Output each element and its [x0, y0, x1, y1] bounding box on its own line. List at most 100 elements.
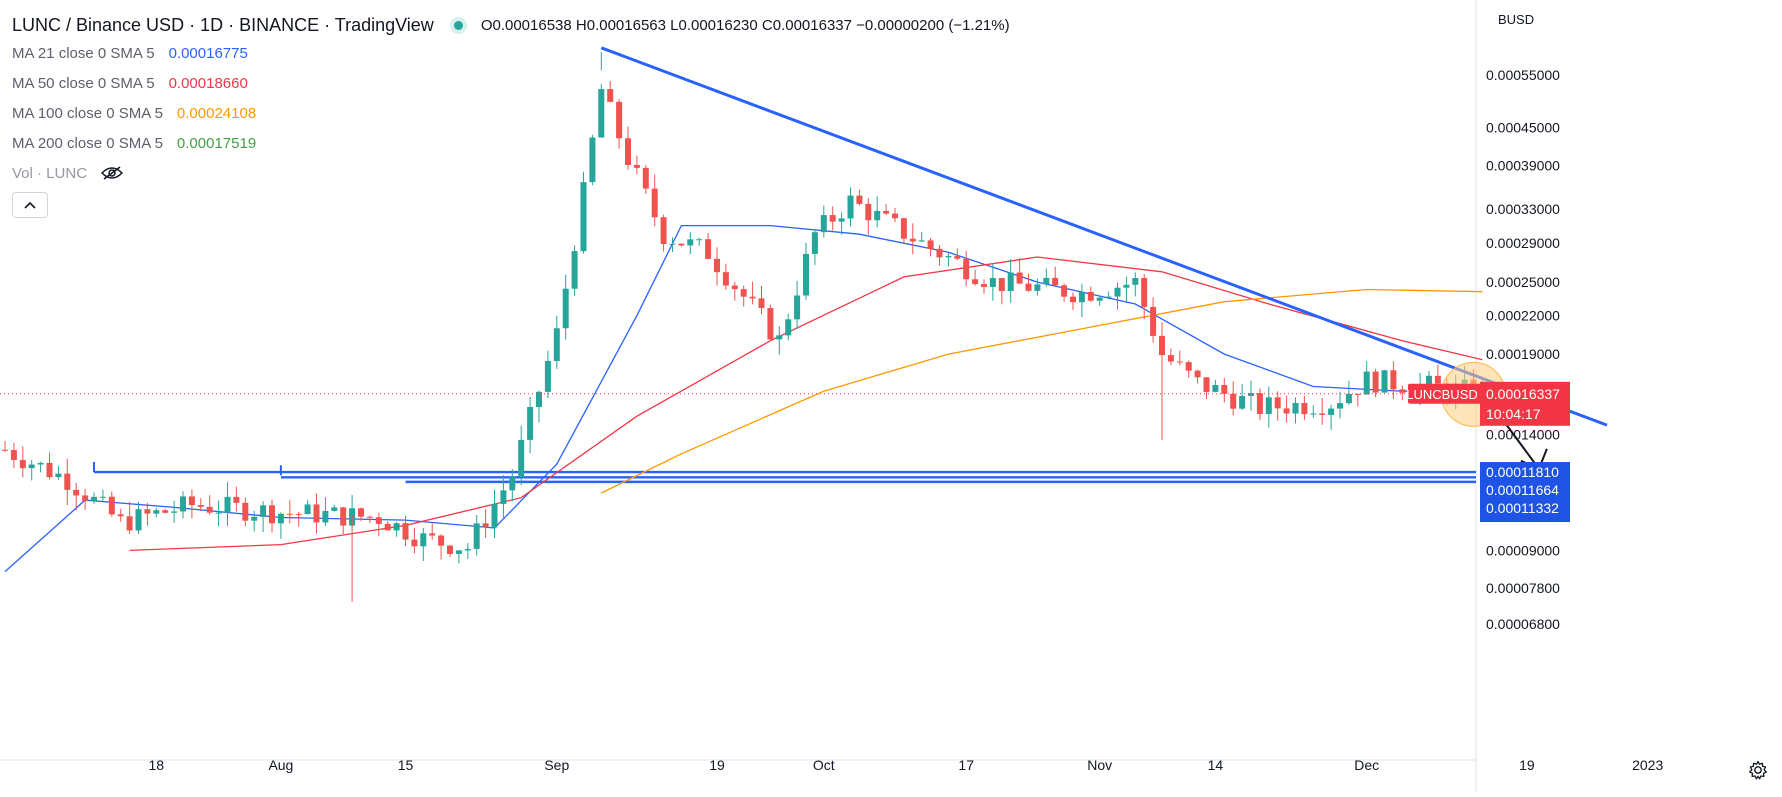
candle: [55, 473, 62, 478]
candle: [616, 101, 623, 139]
candle: [1070, 296, 1076, 303]
gear-icon[interactable]: [1748, 760, 1768, 780]
candle: [580, 182, 587, 252]
candle: [331, 507, 338, 511]
candle: [883, 210, 890, 214]
candle: [366, 516, 373, 518]
indicator-ma21[interactable]: MA 21 close 0 SMA 5 0.00016775: [12, 38, 1010, 68]
indicator-ma100[interactable]: MA 100 close 0 SMA 5 0.00024108: [12, 98, 1010, 128]
ohlc-values: O0.00016538 H0.00016563 L0.00016230 C0.0…: [480, 16, 1010, 34]
candle: [1007, 272, 1014, 292]
eye-hidden-icon[interactable]: [101, 166, 124, 180]
indicator-ma200[interactable]: MA 200 close 0 SMA 5 0.00017519: [12, 128, 1010, 158]
candle: [909, 238, 916, 242]
candle: [829, 215, 836, 222]
candle: [1256, 393, 1263, 415]
candle: [1034, 284, 1041, 291]
time-axis-label: Oct: [813, 757, 835, 773]
candle: [1274, 397, 1281, 409]
candle: [918, 240, 925, 242]
candle: [1390, 370, 1397, 390]
candle: [1248, 393, 1254, 396]
candle: [811, 232, 818, 254]
candle: [28, 464, 35, 469]
candle: [99, 496, 106, 498]
indicator-label: MA 100 close 0 SMA 5: [12, 104, 163, 122]
candle: [295, 513, 302, 515]
candle: [126, 516, 133, 531]
candle: [340, 507, 347, 526]
candle: [1203, 377, 1210, 392]
collapse-legend-button[interactable]: [12, 192, 48, 218]
candle: [1212, 384, 1219, 392]
candle: [384, 523, 391, 531]
candle: [206, 506, 213, 513]
symbol-title[interactable]: LUNC / Binance USD · 1D · BINANCE · Trad…: [12, 14, 434, 35]
candle: [927, 240, 934, 249]
time-axis-label: Nov: [1087, 757, 1112, 773]
price-axis-tick-label: 0.00045000: [1486, 120, 1560, 136]
indicator-volume[interactable]: Vol · LUNC: [12, 158, 1010, 188]
candle: [402, 523, 409, 540]
candle: [1159, 335, 1165, 356]
candle: [722, 272, 729, 286]
candle: [651, 188, 658, 218]
candle: [358, 508, 364, 517]
indicator-value: 0.00017519: [176, 134, 257, 152]
candle: [233, 496, 240, 503]
candle: [767, 308, 774, 340]
time-axis-label: 2023: [1632, 757, 1663, 773]
candle: [482, 523, 489, 528]
time-axis-label: 14: [1208, 757, 1224, 773]
candle: [740, 289, 747, 297]
candle: [2, 449, 8, 451]
price-axis-tick-label: 0.00055000: [1486, 67, 1560, 83]
candle: [642, 167, 649, 189]
price-axis-tick-label: 0.00007800: [1486, 580, 1560, 596]
price-axis-tick-label: 0.00022000: [1486, 308, 1560, 324]
candle: [153, 510, 160, 514]
price-axis-tick-label: 0.00019000: [1486, 346, 1560, 362]
candle: [1337, 403, 1343, 409]
candle: [1319, 413, 1326, 415]
countdown-timer: 10:04:17: [1486, 406, 1541, 422]
candle: [91, 496, 97, 502]
price-axis-tick-label: 0.00014000: [1486, 426, 1560, 442]
price-axis-tick-label: 0.00039000: [1486, 157, 1560, 173]
candle: [1185, 362, 1192, 371]
candle: [865, 203, 872, 221]
chart-legend: LUNC / Binance USD · 1D · BINANCE · Trad…: [12, 12, 1010, 218]
candle: [1354, 393, 1361, 395]
candle: [687, 239, 694, 246]
indicator-ma50[interactable]: MA 50 close 0 SMA 5 0.00018660: [12, 68, 1010, 98]
candle: [438, 535, 445, 546]
candle: [420, 533, 427, 547]
candle: [1141, 278, 1148, 307]
candle: [1016, 272, 1023, 284]
candle: [669, 243, 676, 245]
moving-average-line: [4, 224, 1474, 573]
indicator-label: MA 200 close 0 SMA 5: [12, 134, 163, 152]
candle: [963, 258, 970, 280]
time-axis-label: 19: [1519, 757, 1535, 773]
candle: [1265, 397, 1272, 415]
candle: [1176, 361, 1183, 363]
candle: [322, 510, 329, 523]
candle: [171, 511, 178, 513]
candle: [874, 210, 881, 221]
candle: [1434, 375, 1441, 384]
candle: [936, 248, 943, 258]
candle: [1328, 408, 1335, 415]
candle: [758, 298, 765, 309]
level-badge: 0.00011810: [1486, 464, 1559, 480]
candle: [1363, 371, 1370, 395]
level-badge: 0.00011664: [1486, 482, 1559, 498]
candle: [803, 253, 809, 296]
candle: [251, 516, 258, 521]
candle: [491, 503, 498, 528]
candle: [1105, 296, 1112, 298]
candle: [19, 460, 26, 469]
candle: [954, 256, 961, 259]
